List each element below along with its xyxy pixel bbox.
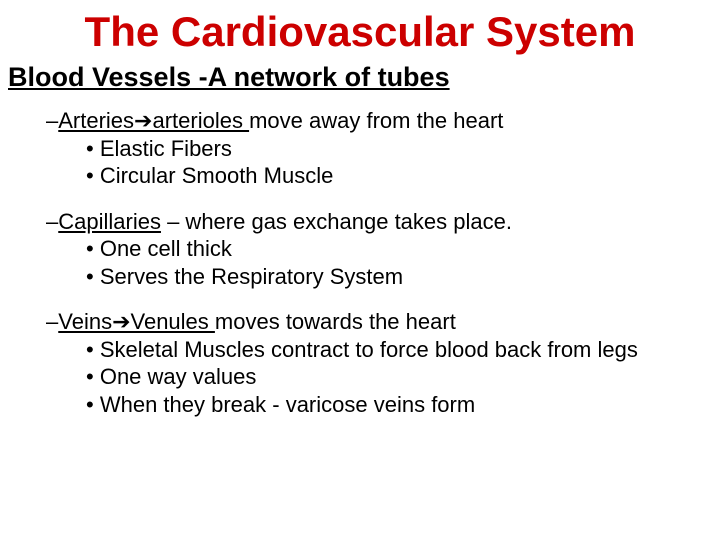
bullet-list: • Elastic Fibers • Circular Smooth Muscl… (86, 135, 712, 190)
dash: – (46, 209, 58, 234)
slide-title: The Cardiovascular System (8, 10, 712, 54)
section-head: –Capillaries – where gas exchange takes … (46, 208, 712, 236)
section-head: –Arteries➔arterioles move away from the … (46, 107, 712, 135)
section-head-rest: – where gas exchange takes place. (161, 209, 512, 234)
bullet-text: One way values (100, 364, 257, 389)
bullet-item: • Circular Smooth Muscle (86, 162, 712, 190)
section-head-underlined: Capillaries (58, 209, 161, 234)
bullet-item: • Serves the Respiratory System (86, 263, 712, 291)
section-capillaries: –Capillaries – where gas exchange takes … (46, 208, 712, 291)
bullet-text: Elastic Fibers (100, 136, 232, 161)
section-veins: –Veins➔Venules moves towards the heart •… (46, 308, 712, 418)
bullet-text: One cell thick (100, 236, 232, 261)
bullet-text: Serves the Respiratory System (100, 264, 403, 289)
bullet-text: Circular Smooth Muscle (100, 163, 334, 188)
section-head-underlined: Veins➔Venules (58, 309, 215, 334)
section-head-underlined: Arteries➔arterioles (58, 108, 249, 133)
bullet-text: Skeletal Muscles contract to force blood… (100, 337, 638, 362)
bullet-list: • One cell thick • Serves the Respirator… (86, 235, 712, 290)
section-arteries: –Arteries➔arterioles move away from the … (46, 107, 712, 190)
bullet-list: • Skeletal Muscles contract to force blo… (86, 336, 712, 419)
bullet-item: • One way values (86, 363, 712, 391)
section-head: –Veins➔Venules moves towards the heart (46, 308, 712, 336)
section-head-rest: move away from the heart (249, 108, 503, 133)
bullet-text: When they break - varicose veins form (100, 392, 475, 417)
dash: – (46, 309, 58, 334)
bullet-item: • Elastic Fibers (86, 135, 712, 163)
bullet-item: • Skeletal Muscles contract to force blo… (86, 336, 712, 364)
dash: – (46, 108, 58, 133)
bullet-item: • When they break - varicose veins form (86, 391, 712, 419)
section-head-rest: moves towards the heart (215, 309, 456, 334)
bullet-item: • One cell thick (86, 235, 712, 263)
slide-subtitle: Blood Vessels -A network of tubes (8, 62, 712, 93)
